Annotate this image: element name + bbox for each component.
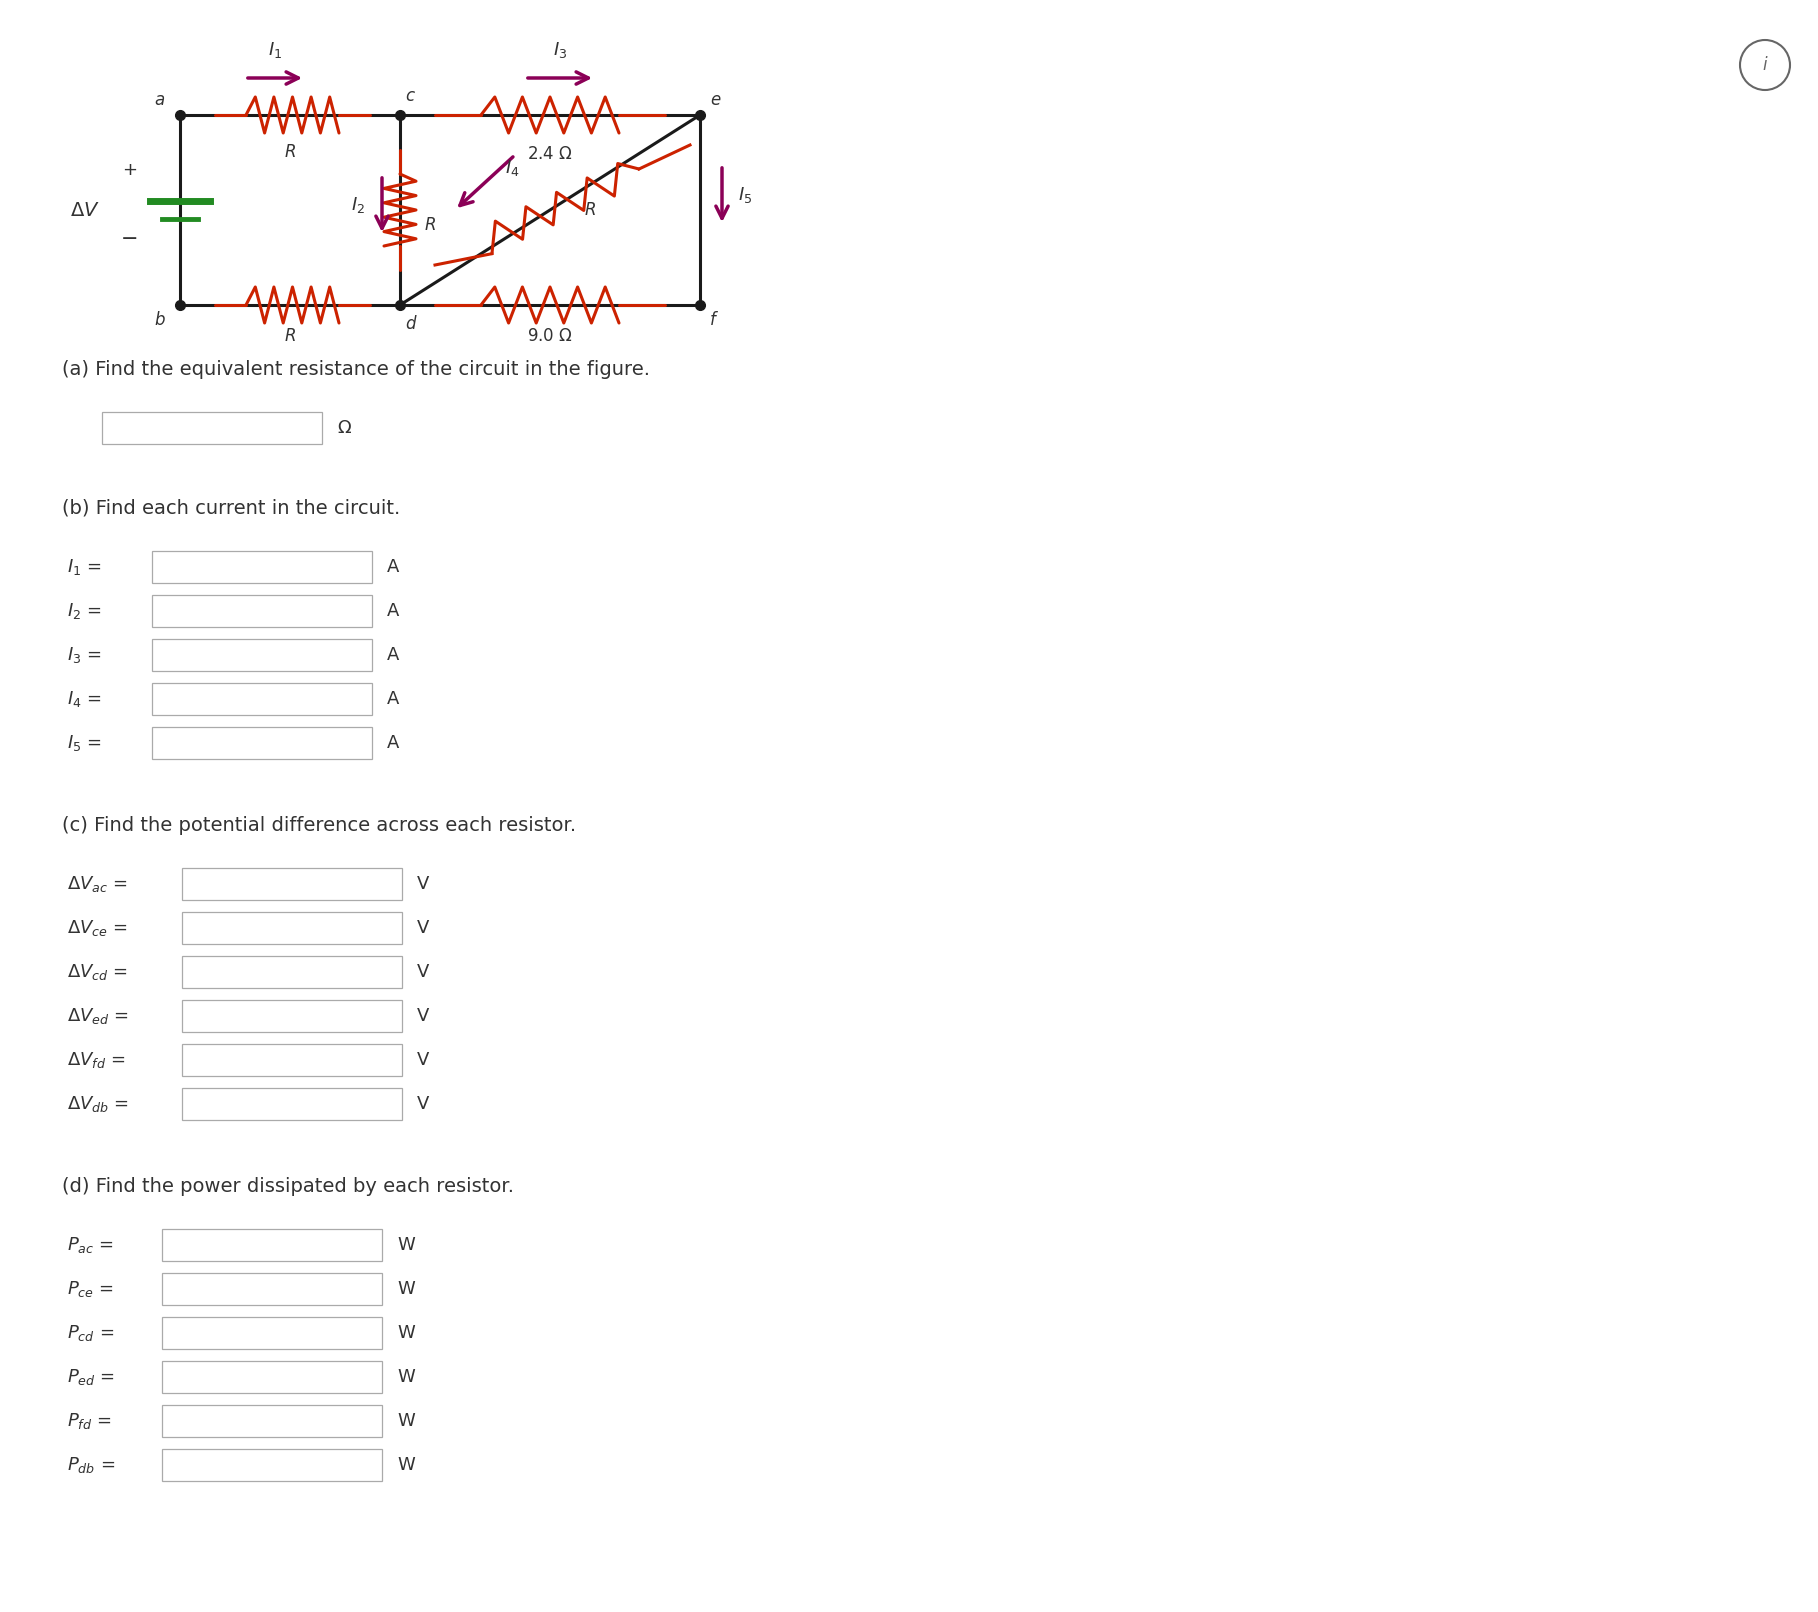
Text: f: f [711,311,716,329]
Text: W: W [396,1456,415,1473]
Bar [162,1273,382,1306]
Text: $\Omega$: $\Omega$ [336,419,353,437]
Text: $P_{ac}$ =: $P_{ac}$ = [67,1235,115,1256]
Text: V: V [416,962,429,982]
Text: $I_4$: $I_4$ [505,158,520,177]
Bar [162,1228,382,1261]
Bar [153,595,373,627]
Text: V: V [416,1095,429,1112]
Text: W: W [396,1369,415,1386]
Text: $I_1$: $I_1$ [267,40,282,60]
Text: $I_4$ =: $I_4$ = [67,688,102,709]
Bar [182,1045,402,1075]
Text: e: e [711,90,720,110]
Text: $\Delta V_{db}$ =: $\Delta V_{db}$ = [67,1095,129,1114]
Text: $P_{fd}$ =: $P_{fd}$ = [67,1410,111,1431]
Text: $P_{ed}$ =: $P_{ed}$ = [67,1367,115,1386]
Text: $I_3$ =: $I_3$ = [67,645,102,666]
Text: $I_2$ =: $I_2$ = [67,601,102,621]
Text: (a) Find the equivalent resistance of the circuit in the figure.: (a) Find the equivalent resistance of th… [62,359,651,379]
Text: W: W [396,1412,415,1430]
Text: V: V [416,919,429,937]
Text: 2.4 $\Omega$: 2.4 $\Omega$ [527,145,573,163]
Bar [182,999,402,1032]
Text: V: V [416,1051,429,1069]
Bar [182,1088,402,1120]
Text: d: d [405,314,416,334]
Text: R: R [425,216,436,234]
Text: 9.0 $\Omega$: 9.0 $\Omega$ [527,327,573,345]
Text: (c) Find the potential difference across each resistor.: (c) Find the potential difference across… [62,816,576,835]
Bar [162,1317,382,1349]
Text: $\Delta V$: $\Delta V$ [71,200,100,219]
Bar [162,1449,382,1481]
Text: $I_5$ =: $I_5$ = [67,733,102,753]
Text: A: A [387,690,400,708]
Text: (d) Find the power dissipated by each resistor.: (d) Find the power dissipated by each re… [62,1177,514,1196]
Text: V: V [416,1008,429,1025]
Bar [162,1406,382,1436]
Text: $P_{ce}$ =: $P_{ce}$ = [67,1278,115,1299]
Text: V: V [416,875,429,893]
Bar [153,727,373,759]
Text: W: W [396,1280,415,1298]
Text: $\Delta V_{ed}$ =: $\Delta V_{ed}$ = [67,1006,129,1025]
Text: $P_{cd}$ =: $P_{cd}$ = [67,1323,115,1343]
Text: +: + [122,161,138,179]
Text: W: W [396,1236,415,1254]
Text: c: c [405,87,415,105]
Text: $\Delta V_{cd}$ =: $\Delta V_{cd}$ = [67,962,127,982]
Text: A: A [387,646,400,664]
Text: $I_5$: $I_5$ [738,185,753,205]
Text: $\Delta V_{ce}$ =: $\Delta V_{ce}$ = [67,917,127,938]
Bar [153,638,373,671]
Text: $I_1$ =: $I_1$ = [67,558,102,577]
Text: $\Delta V_{ac}$ =: $\Delta V_{ac}$ = [67,874,127,895]
Bar [182,912,402,945]
Bar [182,956,402,988]
Text: i: i [1763,56,1767,74]
Bar [182,867,402,899]
Text: A: A [387,558,400,575]
Text: W: W [396,1323,415,1343]
Text: A: A [387,733,400,753]
Text: R: R [284,143,296,161]
Bar [153,683,373,716]
Text: a: a [155,90,165,110]
Text: −: − [122,229,138,248]
Text: $I_2$: $I_2$ [351,195,365,214]
Text: (b) Find each current in the circuit.: (b) Find each current in the circuit. [62,500,400,517]
Bar [162,1361,382,1393]
Text: R: R [284,327,296,345]
Text: $\Delta V_{fd}$ =: $\Delta V_{fd}$ = [67,1049,125,1070]
Text: b: b [155,311,165,329]
Text: A: A [387,601,400,621]
Bar [102,413,322,443]
Text: $P_{db}$ =: $P_{db}$ = [67,1456,115,1475]
Text: $I_3$: $I_3$ [553,40,567,60]
Bar [153,551,373,584]
Text: R: R [585,202,596,219]
